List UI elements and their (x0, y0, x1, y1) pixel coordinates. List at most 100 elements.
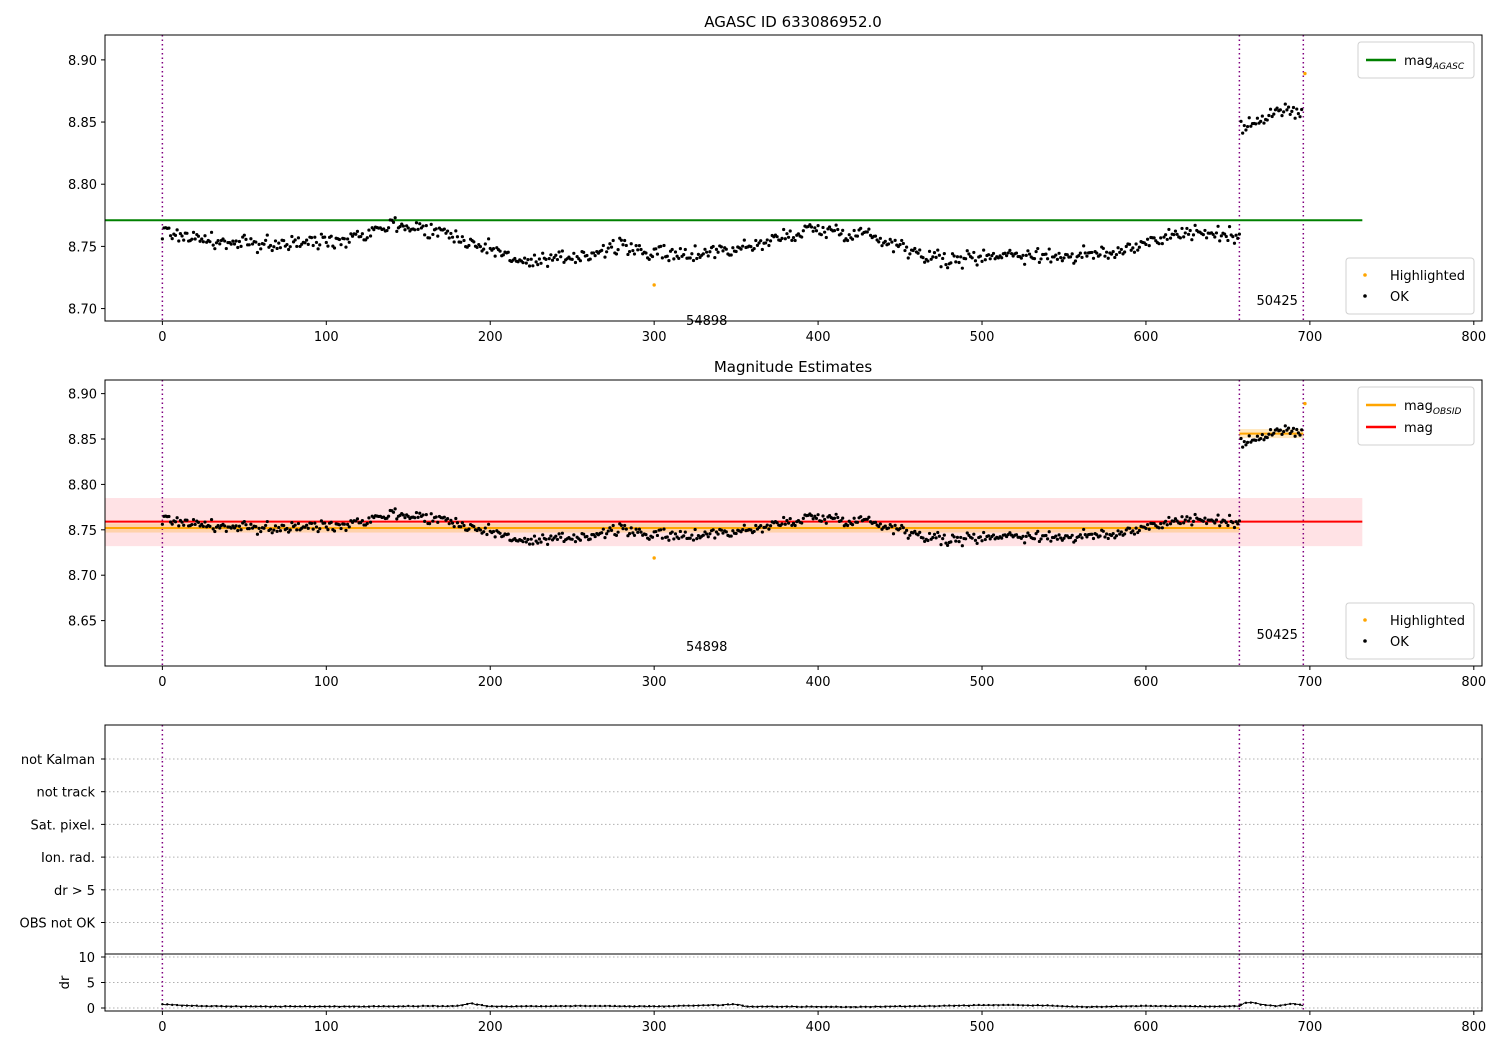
dr-point (367, 1005, 371, 1008)
ok-point (311, 527, 315, 531)
ok-point (1175, 232, 1179, 236)
ok-point (1267, 432, 1271, 436)
ok-point (683, 247, 687, 252)
ok-point (541, 251, 545, 255)
ok-point (196, 234, 201, 238)
ok-point (526, 258, 530, 262)
ok-point (1234, 233, 1238, 237)
dr-point (421, 1004, 425, 1008)
dr-point (549, 1004, 553, 1008)
ok-point (529, 257, 533, 261)
ok-point (836, 515, 840, 520)
ok-point (614, 533, 619, 537)
ok-point (1044, 533, 1048, 538)
ok-point (1049, 539, 1053, 543)
ok-point (275, 529, 279, 533)
ok-point (395, 229, 399, 233)
ok-point (1060, 259, 1064, 263)
ok-point (1290, 429, 1294, 433)
ok-point (1188, 516, 1192, 520)
dr-point (220, 1004, 223, 1008)
ok-point (1037, 539, 1041, 544)
ok-point (224, 529, 228, 533)
ok-point (1211, 232, 1215, 237)
ok-point (1039, 257, 1043, 261)
ok-point (867, 227, 871, 231)
ok-point (1268, 107, 1273, 111)
ok-point (1180, 226, 1184, 231)
dr-point (608, 1004, 612, 1008)
ok-point (1090, 532, 1094, 536)
dr-point (785, 1005, 789, 1008)
ok-point (760, 247, 764, 252)
ok-point (1152, 236, 1156, 240)
ok-point (691, 538, 696, 542)
y-tick-label: 8.65 (68, 615, 97, 630)
ok-point (306, 242, 310, 246)
ok-point (236, 529, 240, 533)
ok-point (1144, 242, 1148, 247)
ok-point (578, 538, 582, 542)
ok-point (513, 256, 517, 261)
ok-point (975, 263, 979, 267)
ok-point (546, 542, 550, 547)
ok-point (711, 528, 715, 532)
obsid-label: 50425 (1257, 294, 1298, 309)
ok-point (1118, 250, 1122, 254)
ok-point (619, 523, 623, 527)
ok-point (1296, 431, 1300, 435)
dr-point (362, 1005, 366, 1008)
ok-point (716, 532, 720, 536)
ok-point (406, 226, 410, 230)
dr-point (544, 1005, 548, 1008)
ok-point (316, 247, 320, 251)
dr-point (574, 1004, 577, 1008)
ok-point (485, 532, 489, 537)
ok-point (1290, 109, 1294, 113)
ok-point (1178, 521, 1182, 526)
ok-point (521, 540, 525, 544)
ok-point (332, 246, 337, 250)
ok-point (1254, 122, 1258, 126)
ok-point (1101, 246, 1105, 251)
ok-point (1254, 438, 1258, 442)
ok-point (785, 232, 789, 236)
ok-point (903, 248, 907, 253)
ok-point (177, 239, 181, 243)
ok-point (1214, 518, 1219, 522)
legend-box (1357, 386, 1475, 446)
dr-point (446, 1004, 449, 1008)
ok-point (816, 513, 820, 517)
dr-point (1218, 1005, 1221, 1008)
ok-point (665, 535, 669, 539)
ok-point (1213, 235, 1217, 239)
dr-point (805, 1005, 808, 1008)
ok-point (1095, 251, 1099, 255)
ok-point (449, 231, 453, 236)
ok-point (272, 528, 276, 532)
ok-point (332, 529, 337, 533)
dr-point (293, 1005, 297, 1008)
ok-point (182, 523, 186, 527)
ok-point (677, 536, 681, 541)
ok-point (324, 240, 328, 245)
dr-point (928, 1004, 931, 1008)
ok-point (547, 537, 551, 541)
ok-point (877, 240, 881, 244)
ok-point (688, 256, 692, 260)
ok-point (285, 526, 289, 531)
dr-point (1105, 1005, 1108, 1008)
ok-point (891, 250, 896, 254)
ok-point (1134, 526, 1138, 530)
ok-point (788, 229, 792, 233)
ok-point (883, 239, 887, 243)
ok-point (941, 537, 945, 541)
ok-point (537, 257, 542, 261)
ok-point (1298, 115, 1302, 119)
ok-point (255, 250, 260, 255)
dr-point (1293, 1002, 1297, 1006)
ok-point (1027, 252, 1032, 256)
ok-point (1193, 512, 1197, 517)
ok-point (888, 237, 892, 241)
dr-point (308, 1005, 312, 1008)
